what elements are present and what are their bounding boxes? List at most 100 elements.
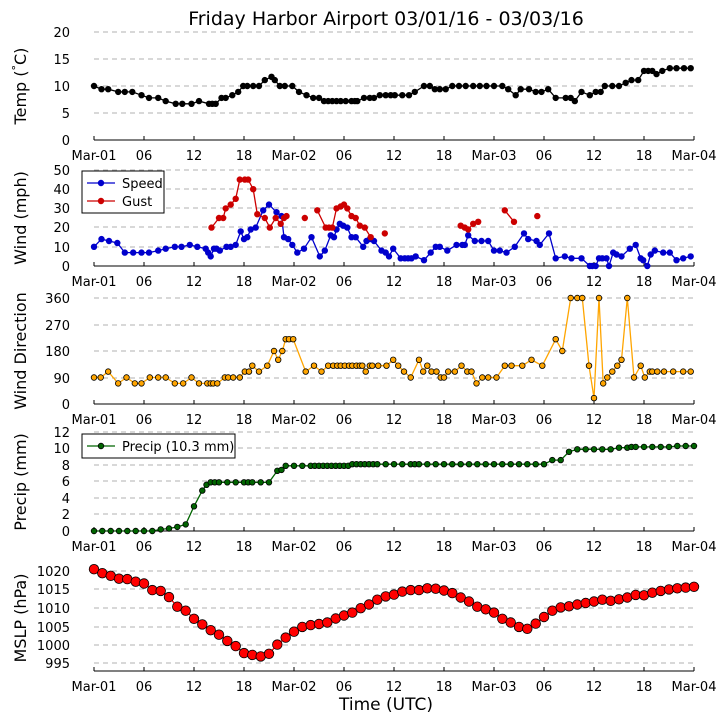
data-point	[436, 243, 443, 250]
data-point	[283, 212, 290, 220]
data-point	[369, 362, 376, 369]
x-tick-label: 12	[186, 680, 203, 695]
data-point	[146, 374, 153, 381]
data-point	[249, 82, 257, 90]
data-point	[582, 446, 589, 453]
data-point	[420, 257, 428, 264]
data-point	[188, 100, 195, 107]
data-point	[490, 247, 498, 254]
data-point	[188, 613, 200, 625]
data-point	[449, 82, 456, 90]
data-point	[149, 527, 156, 535]
data-point	[647, 251, 654, 258]
data-point	[463, 596, 475, 607]
y-tick-label: 0	[62, 260, 70, 275]
data-point	[360, 243, 367, 250]
data-point	[609, 82, 616, 90]
data-point	[280, 632, 291, 643]
data-point	[281, 82, 288, 90]
x-tick-label: 06	[136, 275, 153, 290]
data-point	[382, 461, 389, 468]
data-point	[222, 635, 233, 647]
legend-box	[81, 170, 165, 214]
data-point	[557, 456, 564, 464]
data-point	[99, 527, 106, 535]
data-point	[649, 443, 656, 451]
data-point	[275, 356, 282, 363]
data-point	[449, 461, 456, 468]
data-point	[520, 230, 528, 237]
data-point	[427, 249, 434, 256]
data-point	[310, 94, 317, 102]
x-tick-label: Mar-01	[72, 149, 117, 164]
data-point	[532, 88, 539, 96]
data-point	[288, 626, 300, 637]
data-point	[626, 245, 633, 252]
data-point	[145, 94, 153, 102]
x-tick-label: 06	[136, 149, 153, 164]
data-point	[114, 88, 122, 96]
data-point	[614, 362, 621, 369]
data-point	[657, 443, 664, 451]
data-point	[530, 618, 541, 629]
data-point	[244, 82, 251, 90]
data-point	[603, 255, 610, 262]
data-point	[285, 235, 292, 243]
data-point	[244, 176, 252, 183]
data-point	[297, 621, 308, 633]
data-point	[532, 461, 539, 468]
data-point	[604, 374, 611, 381]
data-point	[121, 88, 128, 96]
data-point	[457, 461, 464, 468]
data-point	[199, 487, 206, 494]
data-point	[295, 88, 303, 96]
data-point	[670, 368, 677, 375]
data-point	[194, 243, 201, 250]
data-point	[124, 527, 131, 535]
data-point	[651, 247, 658, 254]
data-point	[420, 368, 427, 375]
y-tick-label: 40	[53, 183, 70, 198]
data-point	[688, 581, 700, 593]
data-point	[321, 247, 328, 254]
x-tick-label: 06	[136, 680, 153, 695]
data-point	[660, 368, 668, 375]
data-point	[545, 85, 552, 93]
data-point	[224, 479, 231, 486]
data-point	[352, 214, 359, 222]
data-point	[493, 374, 500, 381]
x-tick-label: 18	[436, 540, 453, 555]
data-point	[179, 380, 187, 387]
data-point	[115, 527, 123, 535]
data-point	[215, 479, 223, 486]
y-tick-label: 360	[45, 292, 70, 307]
data-point	[236, 374, 243, 381]
data-point	[536, 241, 543, 249]
data-point	[511, 243, 518, 250]
y-tick-label: 10	[53, 80, 70, 95]
data-point	[599, 446, 606, 453]
data-point	[329, 224, 336, 231]
data-point	[261, 76, 268, 84]
x-tick-label: 12	[586, 680, 603, 695]
data-point	[571, 97, 578, 105]
y-tick-label: 270	[45, 319, 70, 334]
data-point	[525, 85, 533, 93]
data-point	[490, 82, 498, 90]
data-point	[232, 241, 239, 249]
y-axis-label: Precip (mm)	[11, 433, 30, 531]
y-tick-label: 15	[53, 53, 70, 68]
data-point	[474, 461, 481, 468]
data-point	[462, 82, 469, 90]
data-point	[659, 67, 666, 75]
data-point	[322, 617, 333, 628]
data-point	[432, 461, 439, 468]
data-point	[129, 249, 137, 256]
data-point	[190, 503, 198, 510]
x-axis-label: Time (UTC)	[338, 695, 433, 715]
x-tick-label: 18	[236, 149, 253, 164]
data-point	[405, 91, 413, 99]
data-point	[273, 208, 280, 216]
x-tick-label: 06	[136, 413, 153, 428]
data-point	[595, 294, 603, 302]
